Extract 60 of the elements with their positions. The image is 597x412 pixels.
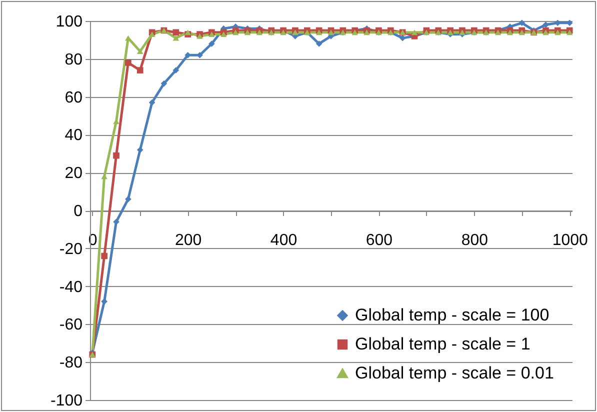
legend-label: Global temp - scale = 100 [355, 306, 550, 324]
point [101, 298, 108, 305]
point [352, 30, 358, 36]
point [184, 52, 191, 58]
point [232, 30, 239, 36]
x-tick-label: 1000 [552, 232, 588, 249]
point [208, 40, 215, 47]
y-tick-label: 100 [56, 14, 83, 30]
point [148, 99, 156, 106]
point [125, 60, 132, 66]
point [542, 22, 549, 28]
point [554, 20, 561, 26]
point [113, 218, 120, 226]
point [136, 48, 144, 54]
point [494, 30, 502, 36]
x-tick-label: 600 [366, 232, 393, 249]
point [411, 30, 418, 36]
point [136, 67, 144, 74]
y-tick-label: 60 [64, 89, 83, 106]
y-tick-label: -60 [59, 316, 83, 334]
point [554, 30, 561, 36]
y-tick-label: 40 [64, 127, 83, 144]
point [125, 196, 132, 202]
point [101, 252, 108, 260]
y-tick-label: 0 [74, 203, 83, 220]
point [566, 30, 573, 36]
y-tick-label: -80 [59, 354, 83, 372]
y-tick-label: 80 [64, 51, 83, 68]
point [256, 30, 263, 36]
point [518, 30, 526, 36]
point [244, 30, 251, 36]
y-tick-label: -100 [50, 392, 83, 410]
point [113, 152, 120, 159]
y-tick-label: -40 [59, 278, 83, 296]
y-tick-label: 20 [64, 165, 83, 182]
point [220, 32, 227, 38]
x-tick-label: 800 [461, 232, 488, 249]
point [208, 32, 215, 38]
point [328, 30, 334, 36]
y-tick-label: -20 [59, 240, 83, 258]
point [364, 30, 370, 36]
point [148, 32, 156, 38]
point [542, 30, 549, 36]
legend-label: Global temp - scale = 1 [355, 334, 530, 354]
point [196, 52, 203, 58]
point [292, 30, 298, 36]
x-tick-label: 400 [270, 232, 298, 249]
point [172, 67, 180, 74]
point [280, 30, 286, 36]
x-tick-label: 200 [174, 232, 202, 249]
point [316, 30, 322, 36]
point [136, 146, 144, 154]
legend-label: Global temp - scale = 0.01 [355, 364, 554, 382]
point [506, 30, 514, 36]
point [172, 29, 180, 36]
point [316, 40, 322, 47]
point [172, 35, 180, 41]
point [160, 80, 168, 87]
point [518, 20, 526, 26]
point [399, 34, 406, 42]
